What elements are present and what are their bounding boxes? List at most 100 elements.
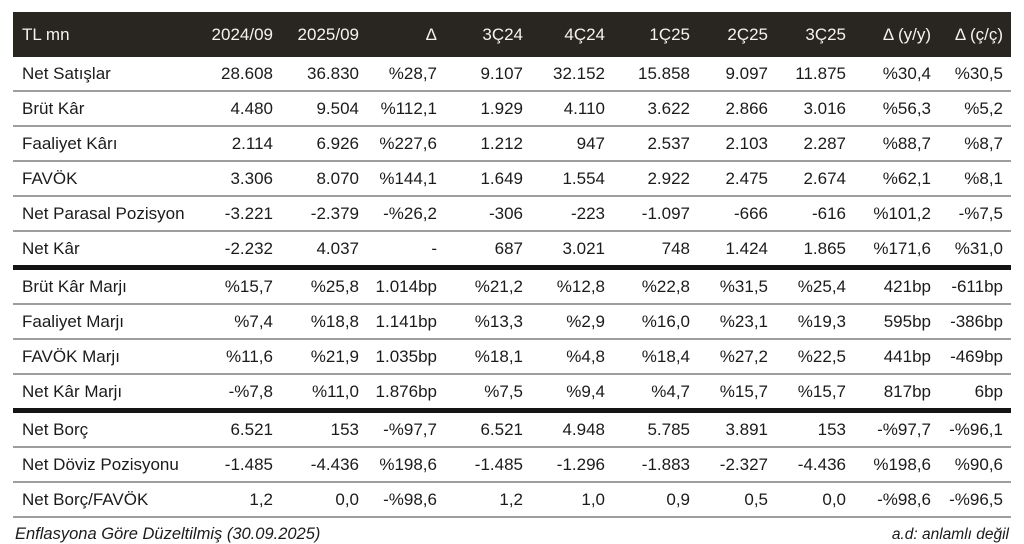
cell-value: 6.926	[281, 126, 367, 162]
cell-value: -%97,7	[367, 410, 445, 448]
cell-value: %11,6	[205, 339, 281, 375]
cell-value: 421bp	[854, 267, 939, 305]
cell-value: -3.221	[205, 196, 281, 232]
cell-value: %7,5	[445, 374, 531, 413]
cell-value: -4.436	[776, 447, 854, 483]
cell-value: -	[367, 231, 445, 270]
cell-value: 36.830	[281, 57, 367, 92]
cell-value: -%7,5	[939, 196, 1011, 232]
cell-value: 2.537	[613, 126, 698, 162]
cell-value: %15,7	[698, 374, 776, 413]
cell-value: 4.948	[531, 410, 613, 448]
cell-value: %112,1	[367, 91, 445, 127]
cell-value: 4.110	[531, 91, 613, 127]
cell-value: 2.103	[698, 126, 776, 162]
cell-value: 15.858	[613, 57, 698, 92]
cell-value: 2.475	[698, 161, 776, 197]
table-row: Faaliyet Kârı 2.114 6.926 %227,6 1.212 947 2.5…	[13, 126, 1011, 162]
cell-value: -2.232	[205, 231, 281, 270]
table-row: Net Borç 6.521 153 -%97,7 6.521 4.948 5.785 3.8…	[13, 410, 1011, 448]
cell-value: 1.865	[776, 231, 854, 270]
cell-value: -469bp	[939, 339, 1011, 375]
cell-value: %8,1	[939, 161, 1011, 197]
column-header: 3Ç25	[776, 12, 854, 57]
column-header: 2024/09	[205, 12, 281, 57]
cell-value: 32.152	[531, 57, 613, 92]
cell-value: %171,6	[854, 231, 939, 270]
cell-value: %12,8	[531, 267, 613, 305]
cell-value: -223	[531, 196, 613, 232]
financial-summary-page: TL mn 2024/09 2025/09 Δ 3Ç24 4Ç24 1Ç25 2Ç25 3Ç25…	[13, 12, 1011, 543]
cell-value: 2.287	[776, 126, 854, 162]
table-body: Net Satışlar 28.608 36.830 %28,7 9.107 32.152…	[13, 57, 1011, 518]
cell-value: 595bp	[854, 304, 939, 340]
cell-value: 1.424	[698, 231, 776, 270]
cell-value: 11.875	[776, 57, 854, 92]
cell-value: -2.327	[698, 447, 776, 483]
cell-value: -611bp	[939, 267, 1011, 305]
column-header: 2025/09	[281, 12, 367, 57]
cell-value: -1.485	[445, 447, 531, 483]
financials-table: TL mn 2024/09 2025/09 Δ 3Ç24 4Ç24 1Ç25 2Ç25 3Ç25…	[13, 12, 1011, 518]
cell-value: %88,7	[854, 126, 939, 162]
cell-value: 6.521	[205, 410, 281, 448]
cell-value: 0,9	[613, 482, 698, 518]
cell-value: 153	[776, 410, 854, 448]
cell-value: %21,9	[281, 339, 367, 375]
cell-value: 6.521	[445, 410, 531, 448]
cell-value: -%98,6	[854, 482, 939, 518]
cell-value: 1.554	[531, 161, 613, 197]
cell-value: 1.649	[445, 161, 531, 197]
cell-value: %21,2	[445, 267, 531, 305]
cell-value: 28.608	[205, 57, 281, 92]
cell-value: %27,2	[698, 339, 776, 375]
cell-value: %19,3	[776, 304, 854, 340]
cell-value: 3.306	[205, 161, 281, 197]
cell-value: 9.097	[698, 57, 776, 92]
cell-value: %23,1	[698, 304, 776, 340]
cell-value: %30,5	[939, 57, 1011, 92]
cell-value: 441bp	[854, 339, 939, 375]
cell-value: -%26,2	[367, 196, 445, 232]
cell-value: 1.876bp	[367, 374, 445, 413]
cell-value: %62,1	[854, 161, 939, 197]
cell-value: 3.021	[531, 231, 613, 270]
cell-value: %25,8	[281, 267, 367, 305]
row-label: Net Satışlar	[13, 57, 205, 92]
cell-value: 1,0	[531, 482, 613, 518]
table-row: Net Kâr Marjı -%7,8 %11,0 1.876bp %7,5 %9,4 %4…	[13, 374, 1011, 413]
row-label: Faaliyet Marjı	[13, 304, 205, 340]
cell-value: -%98,6	[367, 482, 445, 518]
cell-value: %56,3	[854, 91, 939, 127]
cell-value: 817bp	[854, 374, 939, 413]
cell-value: -%97,7	[854, 410, 939, 448]
cell-value: 153	[281, 410, 367, 448]
cell-value: %4,7	[613, 374, 698, 413]
cell-value: -666	[698, 196, 776, 232]
cell-value: 748	[613, 231, 698, 270]
cell-value: -1.883	[613, 447, 698, 483]
row-label: Net Döviz Pozisyonu	[13, 447, 205, 483]
cell-value: 4.037	[281, 231, 367, 270]
cell-value: %198,6	[367, 447, 445, 483]
header-row: TL mn 2024/09 2025/09 Δ 3Ç24 4Ç24 1Ç25 2Ç25 3Ç25…	[13, 12, 1011, 57]
cell-value: %25,4	[776, 267, 854, 305]
table-row: Net Satışlar 28.608 36.830 %28,7 9.107 32.152…	[13, 57, 1011, 92]
table-row: FAVÖK Marjı %11,6 %21,9 1.035bp %18,1 %4,8 %18…	[13, 339, 1011, 375]
cell-value: -%96,5	[939, 482, 1011, 518]
column-header: Δ (ç/ç)	[939, 12, 1011, 57]
column-header: 2Ç25	[698, 12, 776, 57]
cell-value: %28,7	[367, 57, 445, 92]
cell-value: 1,2	[205, 482, 281, 518]
column-header: TL mn	[13, 12, 205, 57]
cell-value: 687	[445, 231, 531, 270]
cell-value: %16,0	[613, 304, 698, 340]
cell-value: 2.866	[698, 91, 776, 127]
cell-value: 1.014bp	[367, 267, 445, 305]
row-label: Net Kâr	[13, 231, 205, 270]
cell-value: %18,4	[613, 339, 698, 375]
row-label: FAVÖK	[13, 161, 205, 197]
cell-value: 1.212	[445, 126, 531, 162]
cell-value: %31,0	[939, 231, 1011, 270]
footnote-inflation-adjusted: Enflasyona Göre Düzeltilmiş (30.09.2025)	[15, 525, 321, 543]
